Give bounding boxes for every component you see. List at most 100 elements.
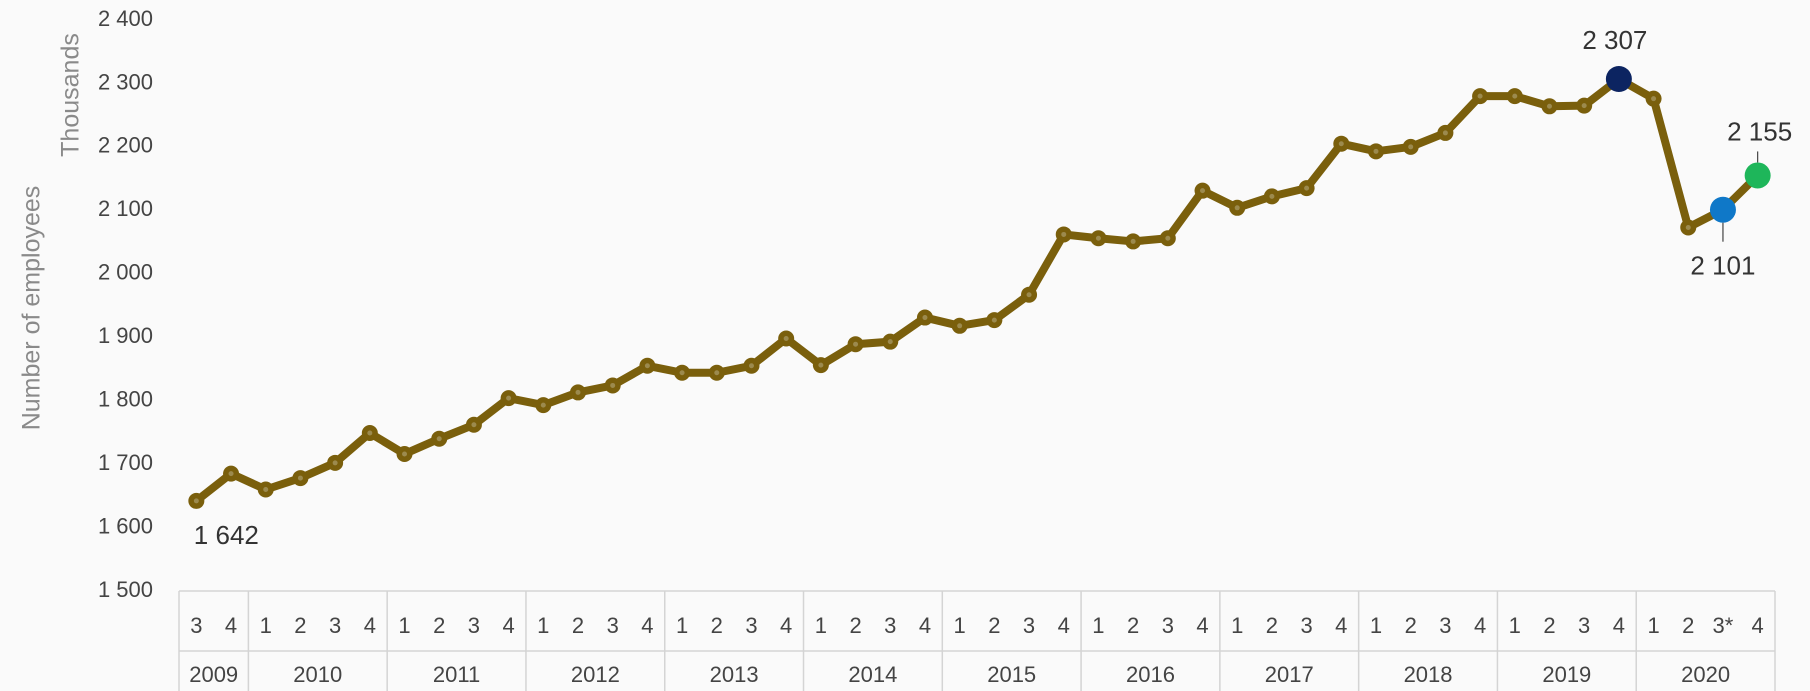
x-tick-label: 3 xyxy=(190,613,202,638)
marker-center xyxy=(1304,185,1310,191)
x-tick-label: 4 xyxy=(641,613,653,638)
x-tick-label: 1 xyxy=(1370,613,1382,638)
y-tick-label: 2 100 xyxy=(98,196,153,221)
year-label: 2011 xyxy=(433,662,480,687)
marker-center xyxy=(332,460,338,466)
x-tick-label: 3 xyxy=(884,613,896,638)
marker-center xyxy=(1200,188,1206,194)
year-label: 2010 xyxy=(293,662,342,687)
x-tick-label: 1 xyxy=(1647,613,1659,638)
marker-center xyxy=(1651,96,1657,102)
y-tick-label: 1 500 xyxy=(98,577,153,602)
marker-center xyxy=(436,436,442,442)
x-tick-label: 4 xyxy=(225,613,237,638)
x-tick-label: 2 xyxy=(1682,613,1694,638)
x-tick-label: 1 xyxy=(537,613,549,638)
highlight-marker xyxy=(1605,66,1632,93)
marker-center xyxy=(957,323,963,329)
year-label: 2012 xyxy=(571,662,620,687)
year-label: 2015 xyxy=(987,662,1036,687)
marker-center xyxy=(1026,292,1032,298)
x-tick-label: 3 xyxy=(1578,613,1590,638)
x-tick-label: 3 xyxy=(468,613,480,638)
year-label: 2018 xyxy=(1404,662,1453,687)
marker-center xyxy=(1546,103,1552,109)
marker-center xyxy=(991,317,997,323)
marker-center xyxy=(1234,205,1240,211)
marker-center xyxy=(297,475,303,481)
x-tick-label: 4 xyxy=(919,613,931,638)
marker-center xyxy=(1269,193,1275,199)
marker-center xyxy=(1581,103,1587,109)
y-tick-label: 2 000 xyxy=(98,260,153,285)
x-tick-label: 1 xyxy=(1509,613,1521,638)
x-tick-label: 4 xyxy=(364,613,376,638)
y-tick-label: 2 300 xyxy=(98,69,153,94)
x-tick-label: 2 xyxy=(433,613,445,638)
marker-center xyxy=(1130,238,1136,244)
x-tick-label: 2 xyxy=(572,613,584,638)
y-tick-label: 1 800 xyxy=(98,386,153,411)
x-tick-label: 3 xyxy=(607,613,619,638)
x-tick-label: 3 xyxy=(1162,613,1174,638)
x-tick-label: 4 xyxy=(780,613,792,638)
highlight-marker xyxy=(1709,196,1736,223)
marker-center xyxy=(1408,144,1414,150)
x-tick-label: 3 xyxy=(1439,613,1451,638)
marker-center xyxy=(1685,224,1691,230)
marker-center xyxy=(644,363,650,369)
marker-center xyxy=(714,370,720,376)
marker-center xyxy=(471,422,477,428)
y-tick-label: 1 700 xyxy=(98,450,153,475)
x-tick-label: 4 xyxy=(1474,613,1486,638)
marker-center xyxy=(1477,93,1483,99)
marker-center xyxy=(575,389,581,395)
marker-center xyxy=(1165,235,1171,241)
y-unit-label: Thousands xyxy=(57,33,85,157)
data-label: 2 101 xyxy=(1690,251,1755,281)
marker-center xyxy=(402,451,408,457)
x-tick-label: 3 xyxy=(329,613,341,638)
marker-center xyxy=(679,370,685,376)
x-tick-label: 1 xyxy=(1092,613,1104,638)
x-tick-label: 2 xyxy=(294,613,306,638)
marker-center xyxy=(818,362,824,368)
y-tick-label: 1 600 xyxy=(98,513,153,538)
marker-center xyxy=(1095,235,1101,241)
x-tick-label: 1 xyxy=(398,613,410,638)
year-label: 2013 xyxy=(710,662,759,687)
marker-center xyxy=(1338,141,1344,147)
marker-center xyxy=(1373,148,1379,154)
x-tick-label: 2 xyxy=(1127,613,1139,638)
x-tick-label: 2 xyxy=(849,613,861,638)
data-label: 2 307 xyxy=(1582,25,1647,55)
year-label: 2014 xyxy=(848,662,897,687)
year-label: 2020 xyxy=(1681,662,1730,687)
x-tick-label: 4 xyxy=(1752,613,1764,638)
x-tick-label: 4 xyxy=(1058,613,1070,638)
x-tick-label: 2 xyxy=(1266,613,1278,638)
marker-center xyxy=(922,315,928,321)
x-tick-label: 4 xyxy=(502,613,514,638)
x-tick-label: 1 xyxy=(815,613,827,638)
highlight-marker xyxy=(1744,162,1771,189)
x-tick-label: 2 xyxy=(711,613,723,638)
marker-center xyxy=(748,363,754,369)
y-tick-label: 1 900 xyxy=(98,323,153,348)
y-tick-label: 2 400 xyxy=(98,6,153,31)
x-tick-label: 4 xyxy=(1335,613,1347,638)
y-tick-label: 2 200 xyxy=(98,133,153,158)
marker-center xyxy=(610,382,616,388)
marker-center xyxy=(228,471,234,477)
x-tick-label: 1 xyxy=(676,613,688,638)
year-label: 2016 xyxy=(1126,662,1175,687)
year-label: 2009 xyxy=(189,662,238,687)
x-tick-label: 4 xyxy=(1196,613,1208,638)
x-tick-label: 1 xyxy=(954,613,966,638)
marker-center xyxy=(783,335,789,341)
marker-center xyxy=(193,498,199,504)
x-tick-label: 1 xyxy=(1231,613,1243,638)
marker-center xyxy=(540,402,546,408)
